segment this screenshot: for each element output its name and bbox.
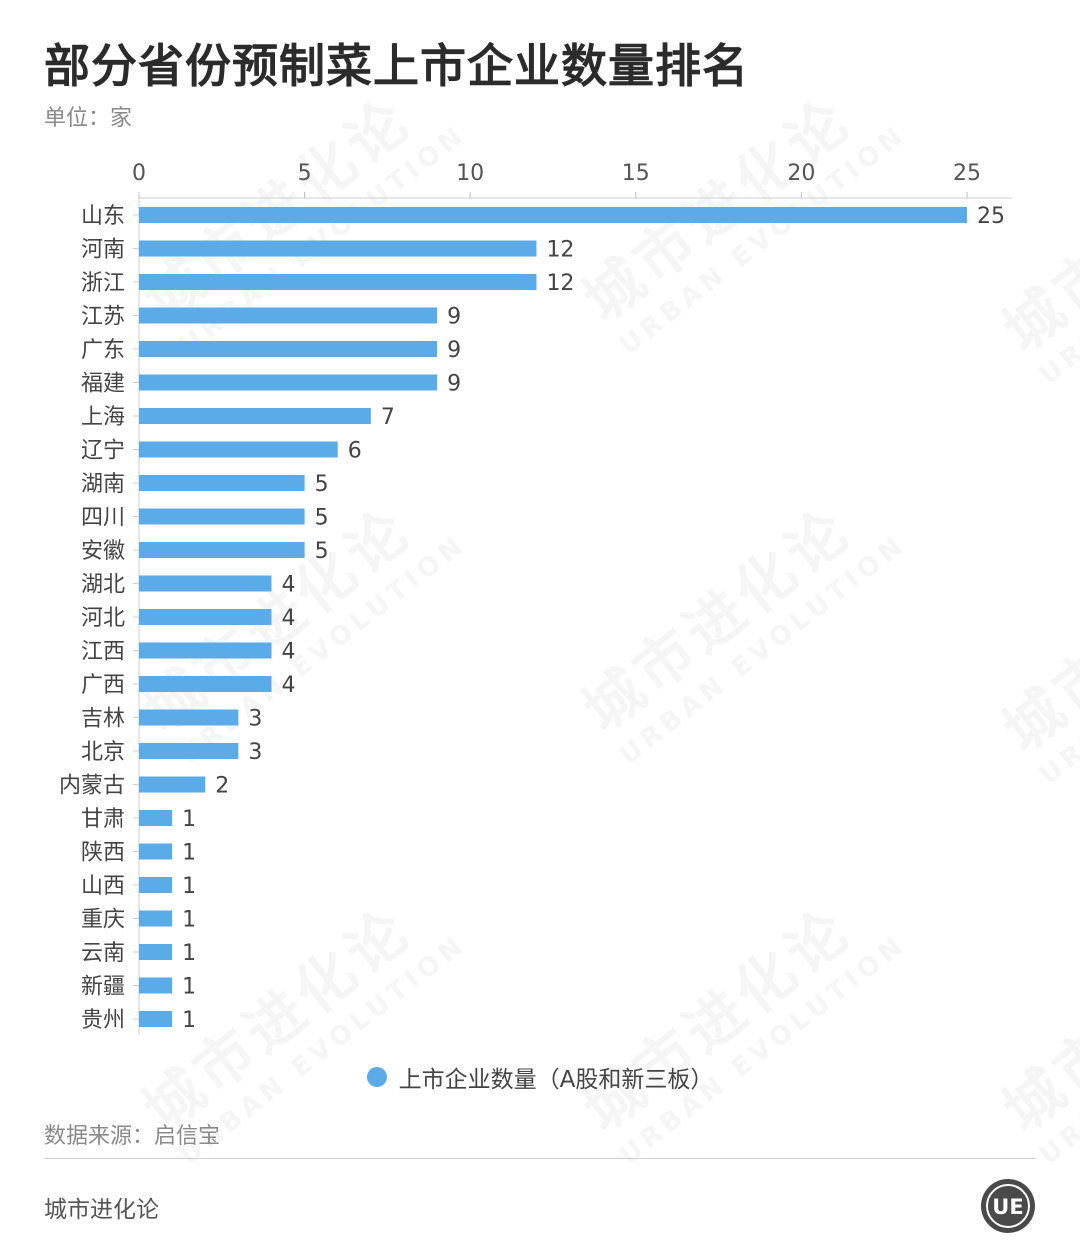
category-label: 山西: [81, 874, 125, 899]
data-label: 4: [281, 606, 295, 631]
category-label: 上海: [81, 405, 125, 430]
data-label: 1: [182, 975, 196, 1000]
category-label: 福建: [81, 372, 125, 397]
category-label: 河北: [81, 606, 125, 631]
category-label: 新疆: [81, 975, 125, 1000]
data-label: 1: [182, 874, 196, 899]
bar: [139, 877, 173, 893]
bar: [139, 810, 173, 826]
bar: [139, 776, 206, 793]
data-label: 1: [182, 807, 196, 832]
legend: 上市企业数量（A股和新三板）: [0, 1060, 1080, 1094]
bar: [139, 408, 371, 424]
data-label: 25: [977, 204, 1005, 229]
bar: [139, 977, 173, 994]
bar: [139, 1011, 173, 1027]
bar: [139, 843, 173, 860]
category-label: 江苏: [81, 305, 125, 330]
bar: [139, 709, 239, 726]
data-label: 5: [315, 539, 329, 564]
bar: [139, 609, 272, 625]
x-tick-label: 5: [298, 161, 312, 186]
data-label: 7: [381, 405, 395, 430]
data-label: 6: [348, 439, 362, 464]
bar: [139, 207, 967, 223]
bar: [139, 743, 239, 759]
bar: [139, 307, 438, 324]
x-tick-label: 15: [622, 161, 650, 186]
category-label: 辽宁: [81, 439, 125, 464]
category-label: 广东: [81, 338, 125, 363]
data-label: 9: [447, 372, 461, 397]
bar: [139, 508, 305, 525]
bar: [139, 341, 438, 357]
bar: [139, 575, 272, 592]
category-label: 江西: [81, 640, 125, 665]
data-label: 4: [281, 673, 295, 698]
data-label: 5: [315, 506, 329, 531]
category-label: 河南: [81, 238, 125, 263]
data-label: 3: [248, 707, 262, 732]
data-label: 4: [281, 573, 295, 598]
category-label: 内蒙古: [59, 774, 125, 799]
bar: [139, 542, 305, 558]
category-label: 安徽: [81, 539, 125, 564]
bar: [139, 676, 272, 692]
category-label: 重庆: [81, 908, 125, 933]
x-tick-label: 20: [787, 161, 815, 186]
category-label: 吉林: [81, 707, 125, 732]
data-label: 1: [182, 1008, 196, 1033]
category-label: 北京: [81, 740, 125, 765]
data-label: 9: [447, 338, 461, 363]
data-label: 1: [182, 941, 196, 966]
legend-label: 上市企业数量（A股和新三板）: [398, 1067, 714, 1093]
category-label: 陕西: [81, 841, 125, 866]
category-label: 湖北: [81, 573, 125, 598]
data-label: 5: [315, 472, 329, 497]
data-label: 4: [281, 640, 295, 665]
category-label: 湖南: [81, 472, 125, 497]
category-label: 甘肃: [81, 807, 125, 832]
category-label: 云南: [81, 941, 125, 966]
x-tick-label: 10: [456, 161, 484, 186]
data-source: 数据来源：启信宝: [44, 1124, 221, 1149]
bar: [139, 642, 272, 659]
unit-label: 单位：家: [44, 106, 133, 131]
data-label: 1: [182, 841, 196, 866]
category-label: 山东: [81, 204, 125, 229]
data-label: 9: [447, 305, 461, 330]
category-label: 四川: [81, 506, 125, 531]
chart-title: 部分省份预制菜上市企业数量排名: [44, 39, 749, 93]
x-tick-label: 0: [132, 161, 146, 186]
data-label: 2: [215, 774, 229, 799]
category-label: 广西: [81, 673, 125, 698]
bar: [139, 441, 338, 458]
legend-marker: [366, 1067, 387, 1087]
x-tick-label: 25: [953, 161, 981, 186]
footer-divider: [44, 1158, 1036, 1159]
category-label: 浙江: [81, 271, 125, 296]
category-label: 贵州: [81, 1008, 125, 1033]
bar: [139, 475, 305, 491]
bar: [139, 944, 173, 960]
data-label: 1: [182, 908, 196, 933]
data-label: 12: [546, 238, 574, 263]
data-label: 3: [248, 740, 262, 765]
bar: [139, 374, 438, 391]
data-label: 12: [546, 271, 574, 296]
brand-name: 城市进化论: [44, 1197, 159, 1223]
logo-text: UE: [992, 1195, 1023, 1219]
bar: [139, 240, 537, 257]
brand-logo-icon: UE: [981, 1179, 1035, 1233]
bar: [139, 274, 537, 290]
bar: [139, 910, 173, 927]
